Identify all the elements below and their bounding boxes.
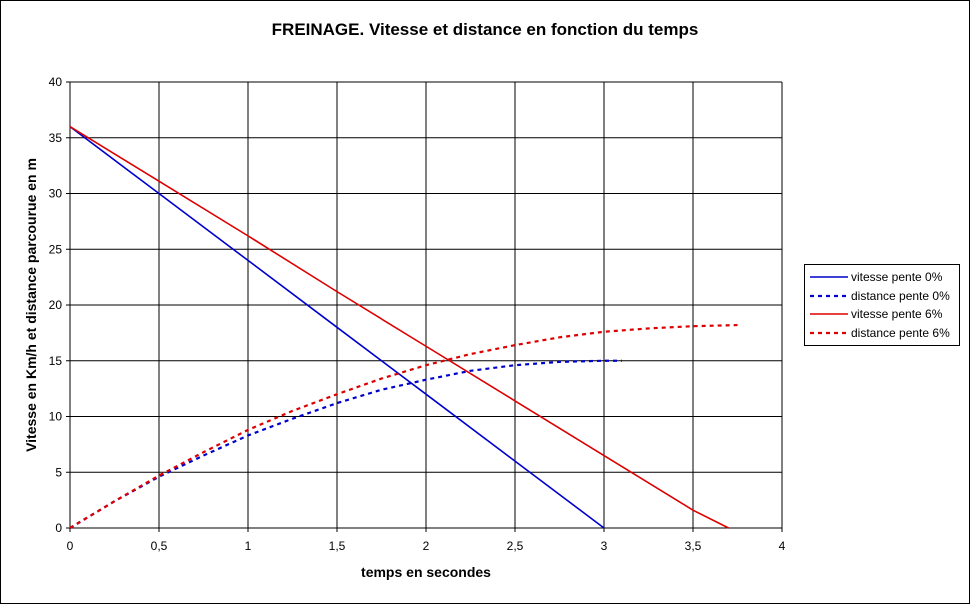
legend-swatch — [810, 294, 848, 297]
series-line-4 — [69, 323, 738, 529]
x-tick-label: 2 — [423, 539, 430, 553]
legend-label: distance pente 0% — [851, 288, 950, 303]
x-tick-label: 4 — [779, 539, 786, 553]
legend-item-3: vitesse pente 6% — [809, 305, 955, 324]
series-line-2 — [69, 359, 622, 529]
legend-swatch — [810, 313, 848, 316]
legend-label: vitesse pente 6% — [851, 307, 943, 322]
y-tick-label: 0 — [55, 521, 62, 535]
legend-item-2: distance pente 0% — [809, 287, 955, 306]
x-axis-title: temps en secondes — [361, 564, 491, 580]
legend: vitesse pente 0% distance pente 0% vitesse… — [804, 264, 960, 346]
x-tick-label: 0 — [67, 539, 74, 553]
y-tick-label: 25 — [49, 242, 63, 256]
y-tick-label: 10 — [49, 410, 63, 424]
legend-item-4: distance pente 6% — [809, 324, 955, 343]
y-axis-title: Vitesse en Km/h et distance parcourue en… — [23, 158, 39, 452]
x-tick-label: 1 — [245, 539, 252, 553]
y-tick-label: 35 — [49, 131, 63, 145]
y-tick-label: 30 — [49, 187, 63, 201]
x-tick-label: 3 — [601, 539, 608, 553]
x-tick-label: 1,5 — [329, 539, 346, 553]
legend-item-1: vitesse pente 0% — [809, 268, 955, 287]
x-tick-label: 3,5 — [685, 539, 702, 553]
chart-title: FREINAGE. Vitesse et distance en fonctio… — [271, 20, 699, 39]
series-line-1 — [69, 125, 605, 529]
y-tick-label: 20 — [49, 298, 63, 312]
series-line-3 — [69, 125, 729, 529]
legend-label: vitesse pente 0% — [851, 270, 943, 285]
legend-label: distance pente 6% — [851, 325, 950, 340]
y-tick-label: 40 — [49, 75, 63, 89]
y-tick-label: 15 — [49, 354, 63, 368]
x-tick-label: 2,5 — [507, 539, 524, 553]
legend-swatch — [810, 331, 848, 334]
y-tick-label: 5 — [55, 465, 62, 479]
x-tick-label: 0,5 — [151, 539, 168, 553]
legend-swatch — [810, 276, 848, 279]
